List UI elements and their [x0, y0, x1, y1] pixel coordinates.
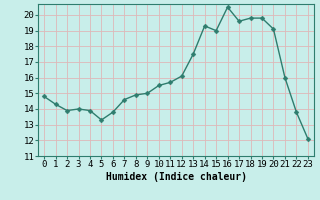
X-axis label: Humidex (Indice chaleur): Humidex (Indice chaleur): [106, 172, 246, 182]
